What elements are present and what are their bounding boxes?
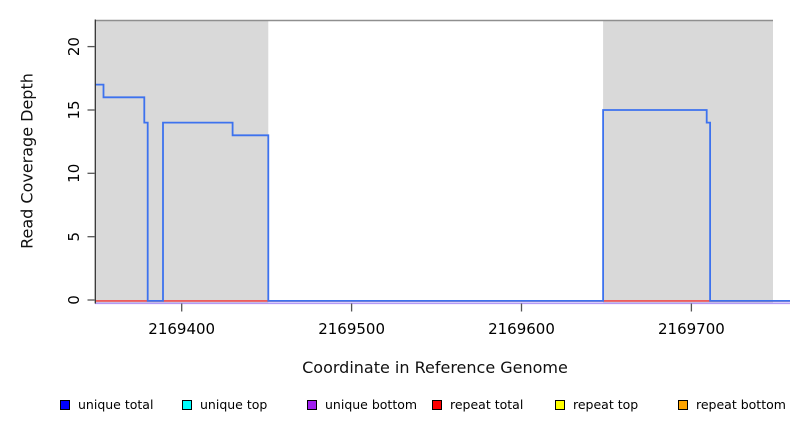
repeat-region-shading xyxy=(603,21,773,303)
y-tick-label: 15 xyxy=(65,100,83,119)
x-tick-label: 2169500 xyxy=(318,320,385,338)
repeat-bottom-swatch-icon xyxy=(678,400,688,410)
x-tick-label: 2169700 xyxy=(658,320,725,338)
legend-label: unique bottom xyxy=(325,397,418,412)
legend-label: repeat total xyxy=(450,397,524,412)
repeat-total-swatch-icon xyxy=(432,400,442,410)
legend: unique total unique top unique bottom repea… xyxy=(0,396,792,420)
legend-label: repeat top xyxy=(573,397,639,412)
y-tick-label: 5 xyxy=(65,232,83,242)
y-tick-label: 0 xyxy=(65,295,83,305)
x-axis-title: Coordinate in Reference Genome xyxy=(302,358,568,377)
legend-item-repeat-top: repeat top xyxy=(555,396,638,414)
repeat-region-shading xyxy=(95,21,269,303)
unique-total-swatch-icon xyxy=(60,400,70,410)
unique-top-swatch-icon xyxy=(182,400,192,410)
legend-item-repeat-bottom: repeat bottom xyxy=(678,396,786,414)
legend-item-repeat-total: repeat total xyxy=(432,396,523,414)
legend-item-unique-total: unique total xyxy=(60,396,153,414)
legend-label: unique top xyxy=(200,397,268,412)
y-tick-label: 20 xyxy=(65,37,83,56)
x-tick-label: 2169600 xyxy=(488,320,555,338)
legend-label: unique total xyxy=(78,397,154,412)
x-tick-label: 2169400 xyxy=(148,320,215,338)
y-tick-label: 10 xyxy=(65,164,83,183)
legend-item-unique-bottom: unique bottom xyxy=(307,396,417,414)
repeat-top-swatch-icon xyxy=(555,400,565,410)
y-axis-title: Read Coverage Depth xyxy=(17,73,37,249)
legend-label: repeat bottom xyxy=(696,397,786,412)
unique-bottom-swatch-icon xyxy=(307,400,317,410)
legend-item-unique-top: unique top xyxy=(182,396,267,414)
coverage-chart-plot: 0 5 10 15 20 2169400 2169500 2169600 2169700 xyxy=(65,19,790,338)
unique-total-line xyxy=(95,83,790,302)
